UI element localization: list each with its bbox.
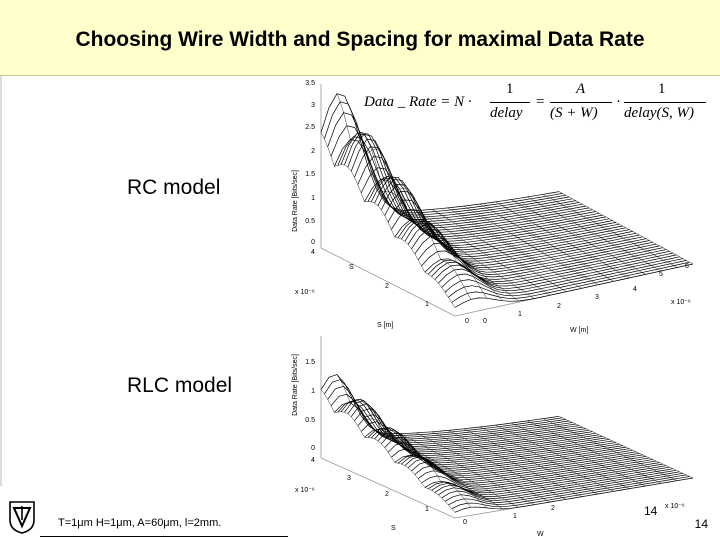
rc-z-tick: 1.5 — [305, 171, 315, 178]
formula-f1-num: 1 — [506, 81, 514, 97]
rlc-zlabel: Data Rate [Bits/sec] — [292, 354, 299, 416]
rc-model-label: RC model — [127, 176, 221, 199]
rc-zlabel: Data Rate [Bits/sec] — [292, 170, 299, 232]
rc-z-tick: 0 — [311, 239, 315, 246]
rlc-model-label: RLC model — [127, 374, 233, 397]
rc-w-tick: 5 — [659, 271, 663, 278]
rc-w-tick: 6 — [685, 263, 689, 270]
rc-z-tick: 2.5 — [305, 124, 315, 131]
rc-z-tick: 3 — [311, 102, 315, 109]
rc-mesh — [320, 93, 694, 308]
rlc-z-tick: 0.5 — [305, 417, 315, 424]
rc-s-tick: 4 — [311, 249, 315, 256]
rlc-s-tick: 0 — [463, 519, 467, 526]
rlc-w-tick: 1 — [513, 513, 517, 520]
formula-f3-num: 1 — [658, 81, 666, 97]
footer-rule — [40, 536, 288, 537]
rc-w-tick: 3 — [595, 294, 599, 301]
rc-z-tick: 3.5 — [305, 80, 315, 87]
plot-page-number: 14 — [644, 504, 658, 518]
university-logo-icon — [9, 501, 35, 534]
slide-title: Choosing Wire Width and Spacing for maxi… — [75, 28, 645, 51]
rc-s-exp: x 10⁻⁶ — [295, 289, 315, 296]
formula-f2-num: A — [576, 81, 586, 97]
rc-surface-plot: Data Rate [Bits/sec] 3.5 3 2.5 2 1.5 1 0… — [292, 80, 694, 334]
rlc-w-exp: x 10⁻⁶ — [665, 503, 685, 510]
rc-s-tick: 2 — [385, 283, 389, 290]
rlc-s-axis-label: S — [391, 525, 396, 532]
formula-f1-den: delay — [490, 105, 523, 121]
title-bar: Choosing Wire Width and Spacing for maxi… — [0, 0, 720, 76]
rc-w-exp: x 10⁻⁶ — [671, 299, 691, 306]
rc-w-tick: 2 — [557, 303, 561, 310]
rlc-s-exp: x 10⁻⁶ — [295, 487, 315, 494]
rlc-s-tick: 1 — [425, 506, 429, 513]
rc-w-tick: 4 — [633, 286, 637, 293]
left-rule — [0, 76, 2, 486]
rlc-mesh — [320, 374, 694, 513]
rlc-s-tick: 2 — [385, 491, 389, 498]
rc-z-tick: 0.5 — [305, 218, 315, 225]
rlc-w-tick: 2 — [551, 505, 555, 512]
rc-w-tick: 0 — [483, 318, 487, 325]
formula-f2-den: (S + W) — [550, 105, 598, 121]
rc-s-tick: 0 — [465, 318, 469, 325]
formula-f3-den: delay(S, W) — [624, 105, 694, 121]
rc-s-axis-label: S [m] — [377, 322, 393, 329]
rc-w-axis-label: W [m] — [570, 327, 588, 334]
rc-z-tick: 1 — [311, 195, 315, 202]
rlc-surface-plot: Data Rate [Bits/sec] 1.5 1 0.5 0 4 3 2 1… — [292, 336, 694, 538]
formula-dot: · — [616, 94, 621, 110]
rc-s-tick: 1 — [425, 301, 429, 308]
rlc-z-tick: 0 — [311, 445, 315, 452]
slide-number: 14 — [694, 517, 708, 531]
rlc-z-tick: 1.5 — [305, 359, 315, 366]
rc-z-tick: 2 — [311, 148, 315, 155]
formula-lhs: Data _ Rate = N · — [364, 94, 472, 110]
formula-eq: = — [536, 94, 545, 110]
rlc-s-tick: 4 — [311, 457, 315, 464]
parameters-note: T=1μm H=1μm, A=60μm, l=2mm. — [58, 517, 222, 529]
rc-s-letter: S — [349, 264, 354, 271]
rlc-w-axis-label: W — [537, 531, 544, 538]
rlc-s-tick: 3 — [347, 475, 351, 482]
rc-w-tick: 1 — [518, 311, 522, 318]
data-rate-formula: Data _ Rate = N · 1 delay = A (S + W) · … — [360, 80, 710, 126]
rlc-z-tick: 1 — [311, 388, 315, 395]
